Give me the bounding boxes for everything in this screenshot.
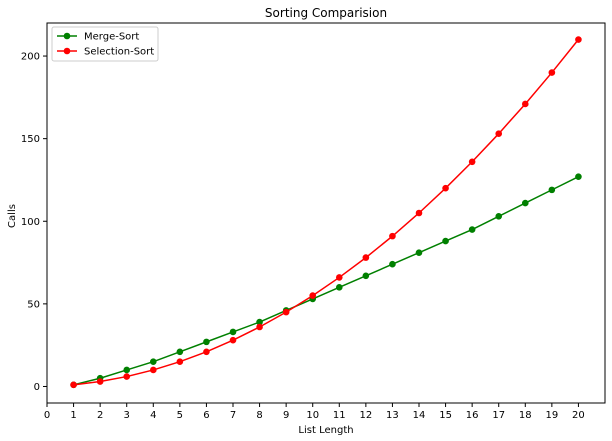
x-tick-label: 5 [177,410,183,421]
y-tick-label: 200 [21,52,40,63]
merge-sort-point [389,260,396,268]
selection-sort-point [548,69,556,76]
selection-sort-point [335,274,343,281]
merge-sort-point [575,173,582,180]
selection-sort-point [149,366,157,374]
merge-sort-point [362,272,370,280]
x-tick-label: 13 [386,410,399,421]
merge-sort-point [521,199,529,207]
plot-frame [46,22,606,404]
selection-sort-point [70,381,77,389]
x-tick-label: 15 [439,410,452,421]
x-tick-label: 20 [572,410,585,421]
legend: Merge-Sort Selection-Sort [51,26,159,62]
selection-sort-point [521,100,529,108]
x-tick-label: 2 [97,410,103,421]
x-tick-label: 7 [230,410,236,421]
series-layer [70,36,582,389]
x-tick-label: 18 [519,410,532,421]
selection-sort-point [96,378,104,385]
x-tick-label: 11 [333,410,346,421]
selection-sort-point [495,130,503,137]
x-tick-label: 16 [466,410,479,421]
legend-merge-sort-label: Merge-Sort [84,32,139,43]
selection-sort-point [362,254,370,261]
y-tick-label: 50 [27,299,40,310]
selection-sort-point [309,292,317,299]
selection-sort-line [73,39,580,386]
merge-sort-point [229,328,237,336]
merge-sort-point [256,318,263,326]
x-tick-label: 17 [492,410,505,421]
selection-sort-point [389,232,396,240]
selection-sort-point [229,336,237,344]
x-tick-label: 1 [70,410,76,421]
y-axis-label: Calls [7,204,18,228]
merge-sort-point [149,358,157,365]
merge-sort-point [468,226,476,233]
selection-sort-point [203,348,210,356]
selection-sort-point [256,323,263,331]
x-tick-label: 19 [545,410,558,421]
x-tick-label: 10 [306,410,319,421]
x-tick-label: 0 [44,410,50,421]
legend-box [51,26,159,62]
legend-selection-sort-marker [63,47,71,55]
merge-sort-point [415,249,423,256]
selection-sort-point [442,184,449,192]
merge-sort-line [73,175,579,386]
selection-sort-point [468,158,476,166]
chart-title: Sorting Comparision [265,6,387,20]
merge-sort-point [442,237,449,245]
selection-sort-point [282,308,290,316]
x-axis-label: List Length [298,425,353,436]
x-tick-label: 8 [256,410,262,421]
merge-sort-point [123,366,131,374]
legend-selection-sort-label: Selection-Sort [84,47,154,58]
merge-sort-point [203,338,210,346]
legend-merge-sort-marker [63,32,71,40]
x-tick-label: 6 [203,410,209,421]
merge-sort-point [548,186,556,194]
merge-sort-point [335,284,343,291]
x-tick-label: 4 [150,410,156,421]
merge-sort-point [495,213,503,220]
x-axis-ticks: 0 1 2 3 4 5 6 7 8 9 10 11 12 13 14 15 16 17 18 19 20 [44,403,585,421]
selection-sort-point [575,36,582,43]
x-tick-label: 3 [124,410,130,421]
y-axis-ticks: 0 50 100 150 200 [21,52,47,393]
merge-sort-point [176,348,184,356]
x-tick-label: 12 [359,410,372,421]
selection-sort-point [176,358,184,365]
x-tick-label: 14 [413,410,426,421]
y-tick-label: 100 [21,217,40,228]
y-tick-label: 150 [21,134,40,145]
selection-sort-point [415,209,423,217]
y-tick-label: 0 [34,382,40,393]
selection-sort-point [123,373,131,380]
x-tick-label: 9 [283,410,289,421]
